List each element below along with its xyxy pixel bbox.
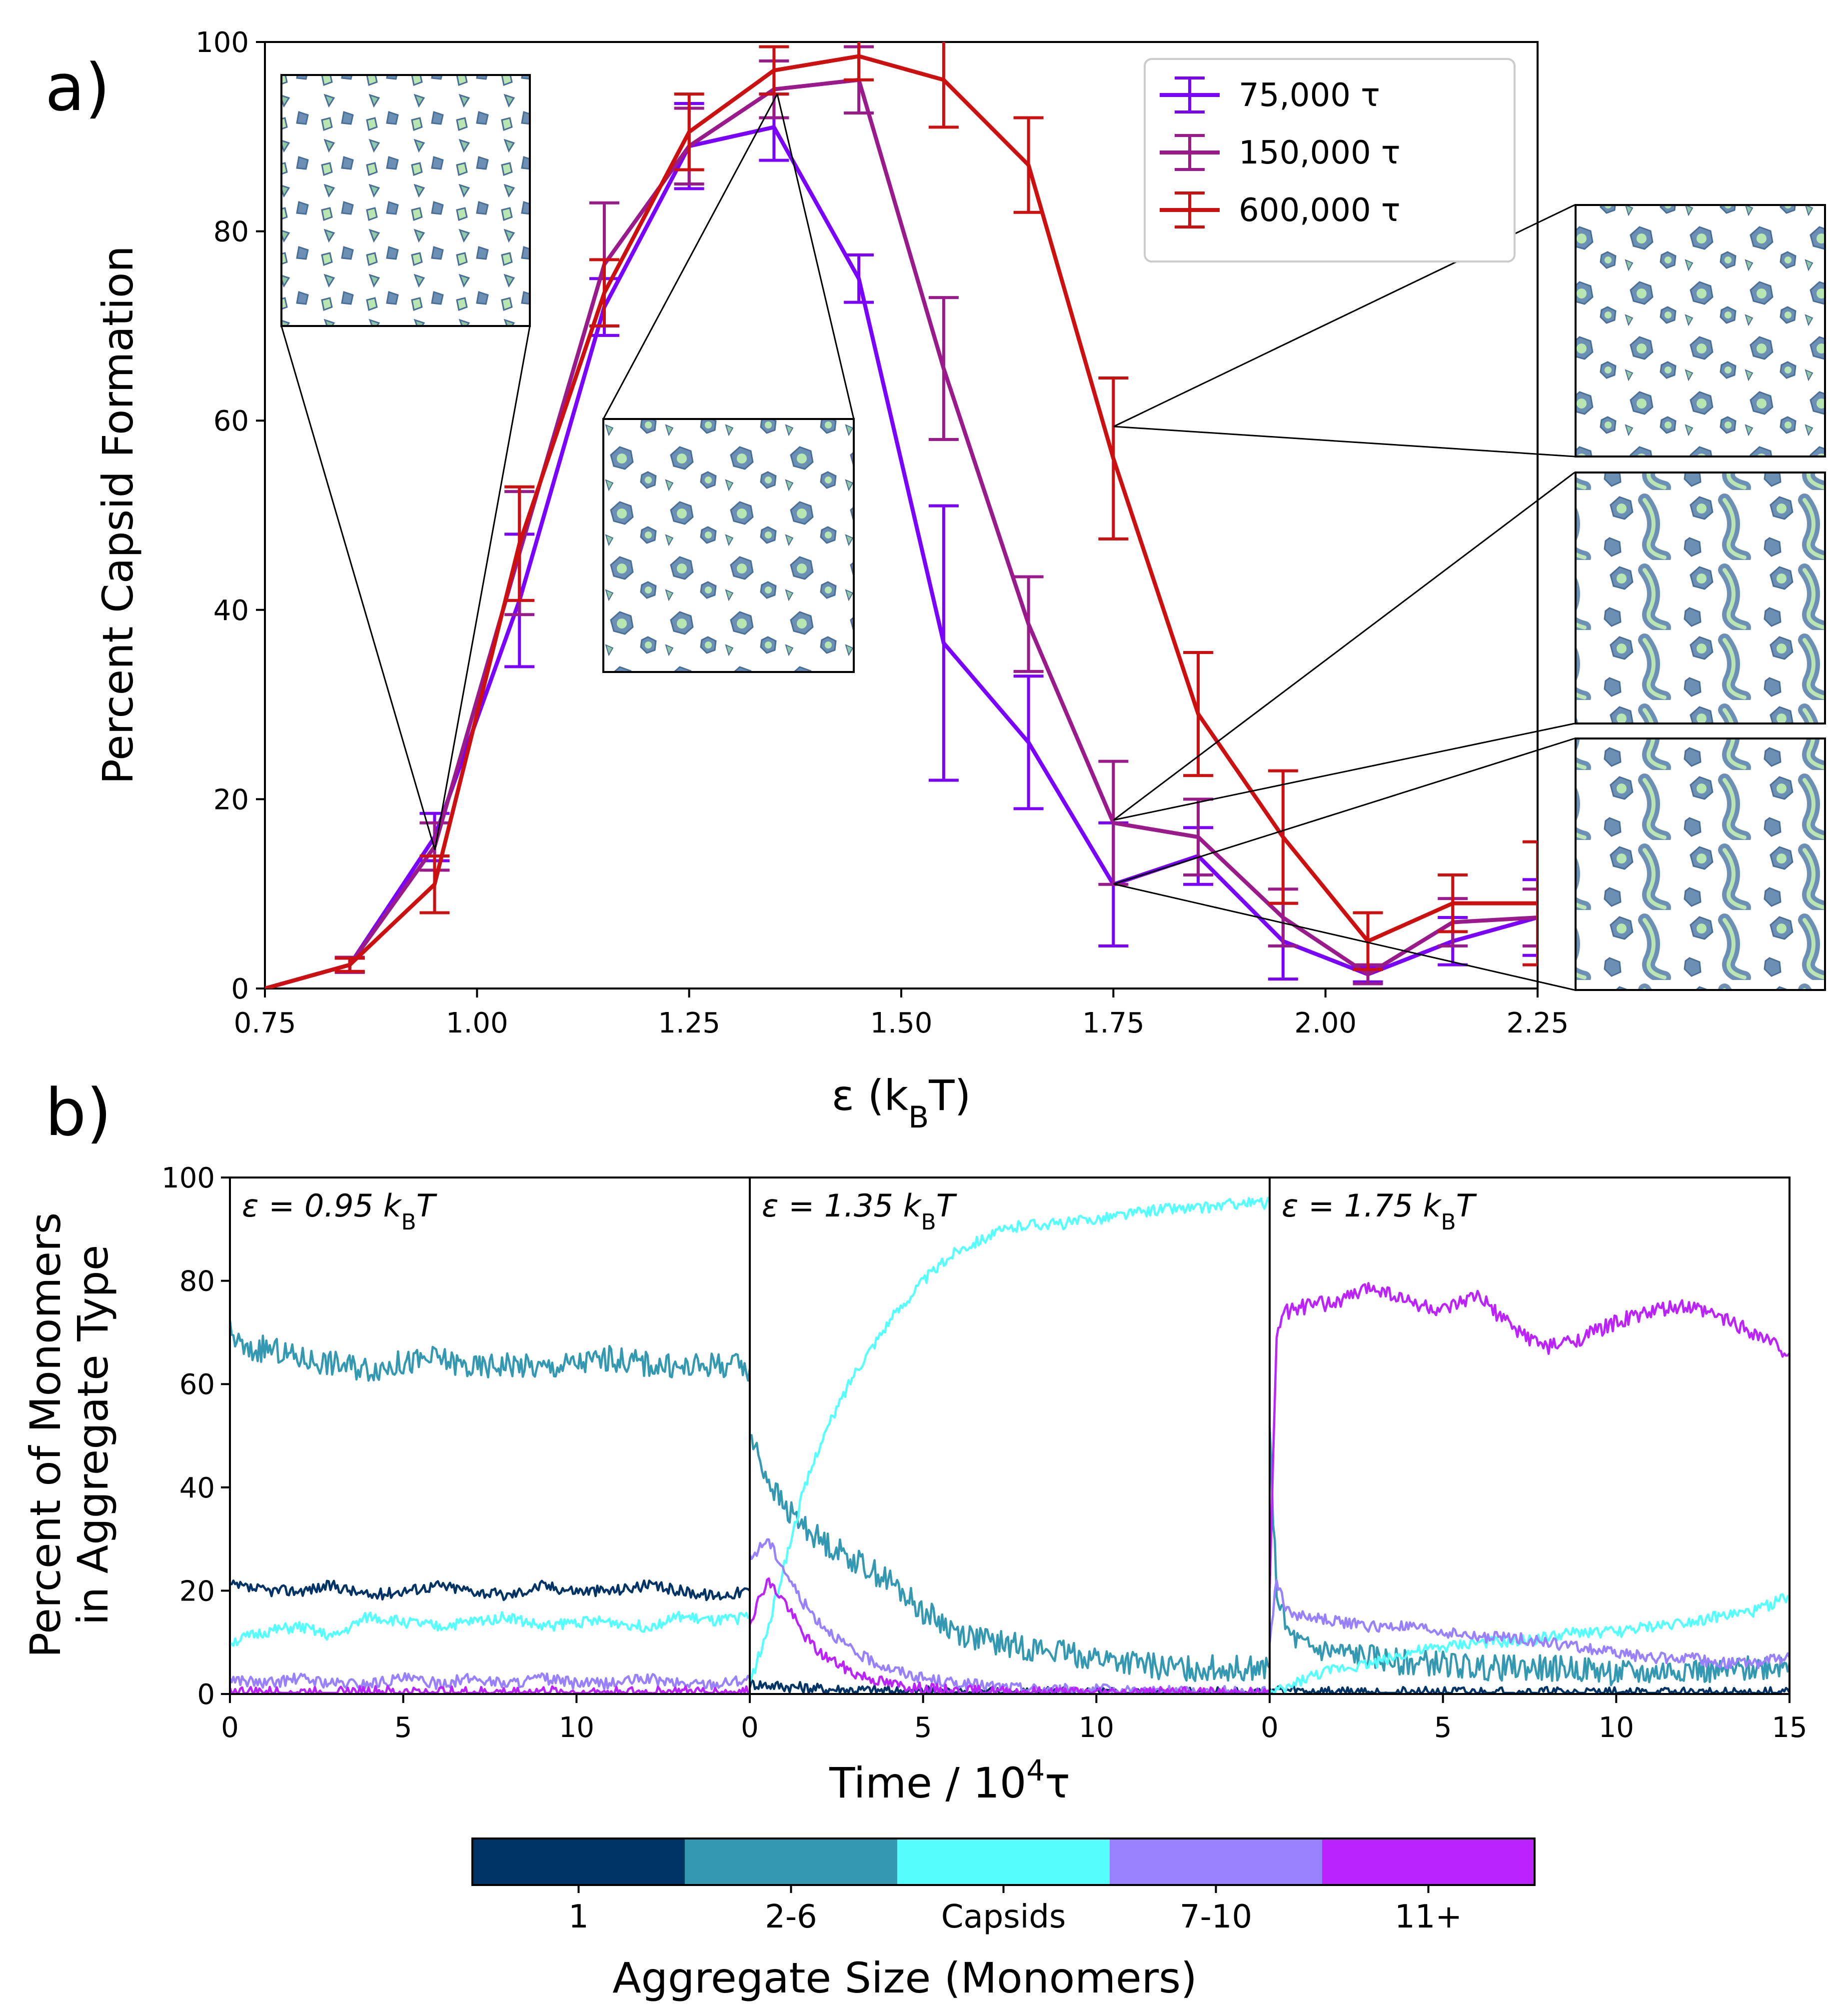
panel-b-annotations: ε = 0.95 kBT ε = 1.35 kBT ε = 1.75 kBT [242, 1188, 1477, 1235]
legend: 75,000 τ 150,000 τ 600,000 τ [1144, 58, 1516, 262]
colorbar-label: Capsids [941, 1898, 1066, 1936]
y-tick-label: 80 [213, 216, 249, 248]
colorbar: 1 2-6 Capsids 7-10 11+ [471, 1838, 1536, 1936]
x-tick-label: 5 [394, 1712, 412, 1744]
series-line-11+ [750, 1577, 1270, 1694]
series-line-2-6 [230, 1320, 750, 1382]
y-tick-label: 60 [213, 405, 249, 438]
series-line-11+ [1270, 1282, 1790, 1588]
colorbar-swatch-Capsids [897, 1838, 1110, 1885]
legend-box [1144, 58, 1516, 262]
colorbar-frame [471, 1838, 1536, 1886]
x-tick-label: 10 [1599, 1712, 1634, 1744]
legend-label: 600,000 τ [1239, 192, 1401, 229]
panel-b-ylabel-line1: Percent of Monomers [21, 1212, 70, 1658]
legend-label: 150,000 τ [1239, 134, 1401, 172]
y-tick-label: 0 [197, 1678, 215, 1711]
subplot-0-annotation: ε = 0.95 kBT [242, 1188, 437, 1235]
panel-a-ticks: 0.75 1.00 1.25 1.50 1.75 2.00 2.25 0 20 40 60 80 100 [195, 26, 1569, 1040]
x-tick-label: 2.00 [1294, 1007, 1357, 1040]
series-line [265, 78, 1538, 988]
subplot-2-series [1270, 1282, 1790, 1694]
colorbar-swatch-1 [472, 1838, 685, 1885]
inset-eps-175-75k [1575, 738, 1826, 991]
inset-eps-175-600k [1575, 204, 1826, 458]
inset-eps-095 [280, 74, 531, 327]
x-tick-label: 5 [914, 1712, 932, 1744]
y-tick-label: 40 [213, 594, 249, 627]
inset-eps-135 [602, 418, 855, 673]
inset-eps-175-150k [1575, 472, 1826, 724]
panel-b-series [230, 1196, 1790, 1694]
y-tick-label: 100 [161, 1162, 215, 1194]
panel-b-frames [229, 1176, 1791, 1695]
panel-a-series [265, 42, 1538, 988]
series-line-7-10 [1270, 1579, 1790, 1670]
subplot-1-series [750, 1196, 1270, 1694]
x-tick-label: 10 [1079, 1712, 1114, 1744]
x-tick-label: 1.50 [870, 1007, 933, 1040]
subplot-0-series [230, 1320, 750, 1694]
y-tick-label: 20 [213, 784, 249, 816]
y-tick-label: 20 [179, 1575, 215, 1608]
x-tick-label: 2.25 [1507, 1007, 1569, 1040]
series-line [265, 54, 1538, 988]
legend-label: 75,000 τ [1239, 77, 1380, 114]
series-line-7-10 [230, 1672, 750, 1690]
x-tick-label: 15 [1772, 1712, 1807, 1744]
colorbar-label: 2-6 [765, 1898, 817, 1936]
subplot-1-frame [749, 1176, 1271, 1695]
series-line-Capsids [1270, 1593, 1790, 1694]
subplot-1-annotation: ε = 1.35 kBT [762, 1188, 957, 1235]
series-line-1 [230, 1579, 750, 1602]
panel-a-plot: 0.75 1.00 1.25 1.50 1.75 2.00 2.25 0 20 40 60 80 100… [93, 26, 1826, 1135]
panel-b-xlabel: Time / 104τ [829, 1754, 1070, 1808]
series-line-1 [1270, 1685, 1790, 1694]
x-tick-label: 0 [741, 1712, 759, 1744]
x-tick-label: 0 [1261, 1712, 1279, 1744]
y-tick-label: 60 [179, 1368, 215, 1401]
x-tick-label: 0 [221, 1712, 239, 1744]
snapshot-insets [280, 74, 1826, 991]
series-line-Capsids [230, 1610, 750, 1647]
panel-b-ylabel-line2: in Aggregate Type [68, 1245, 117, 1626]
panel-b-label: b) [45, 1074, 111, 1150]
x-tick-label: 10 [559, 1712, 594, 1744]
series-2 [265, 42, 1538, 988]
colorbar-swatch-7-10 [1110, 1838, 1322, 1885]
y-tick-label: 40 [179, 1472, 215, 1504]
panel-a-xlabel: ε (kBT) [832, 1071, 971, 1135]
x-tick-label: 5 [1434, 1712, 1452, 1744]
y-tick-label: 80 [179, 1266, 215, 1298]
series-line-Capsids [750, 1196, 1270, 1682]
colorbar-swatch-11+ [1322, 1838, 1535, 1885]
subplot-2-frame [1269, 1176, 1791, 1695]
x-tick-label: 0.75 [234, 1007, 296, 1040]
y-tick-label: 100 [195, 26, 249, 59]
colorbar-label: 11+ [1395, 1898, 1462, 1936]
y-tick-label: 0 [231, 973, 249, 1006]
series-line-2-6 [1270, 1426, 1790, 1686]
panel-a-label: a) [45, 50, 110, 126]
panel-a-ylabel: Percent Capsid Formation [93, 246, 142, 784]
colorbar-title: Aggregate Size (Monomers) [612, 1954, 1197, 2002]
x-tick-label: 1.00 [446, 1007, 508, 1040]
x-tick-label: 1.75 [1082, 1007, 1145, 1040]
colorbar-label: 7-10 [1180, 1898, 1252, 1936]
subplot-2-annotation: ε = 1.75 kBT [1282, 1188, 1477, 1235]
x-tick-label: 1.25 [658, 1007, 720, 1040]
series-line-11+ [230, 1685, 750, 1694]
series-line-2-6 [750, 1434, 1270, 1682]
colorbar-swatch-2-6 [685, 1838, 897, 1885]
colorbar-label: 1 [568, 1898, 589, 1936]
